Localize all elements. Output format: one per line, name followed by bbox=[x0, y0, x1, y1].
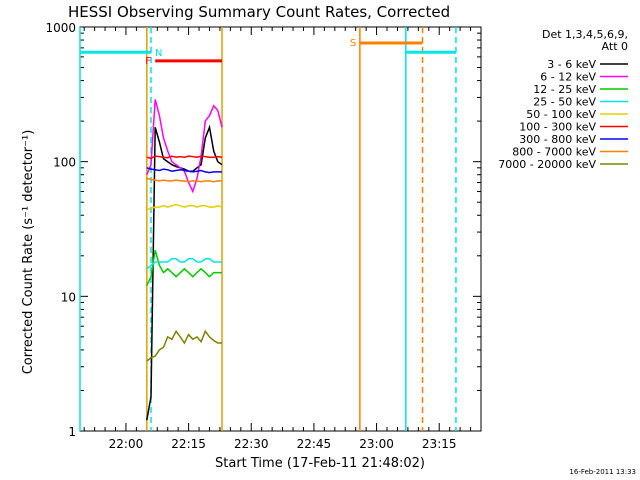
series-line bbox=[146, 177, 222, 183]
y-tick-label: 100 bbox=[53, 156, 76, 170]
y-tick-label: 1 bbox=[68, 425, 76, 439]
legend-title: Det 1,3,4,5,6,9, bbox=[542, 28, 628, 41]
flag-label: F bbox=[145, 56, 151, 67]
plot-frame bbox=[79, 26, 482, 432]
x-tick-label: 22:15 bbox=[171, 437, 206, 451]
chart-title: HESSI Observing Summary Count Rates, Cor… bbox=[68, 3, 450, 21]
series-line bbox=[146, 155, 223, 160]
legend-title: Att 0 bbox=[602, 40, 628, 53]
flag-label: N bbox=[155, 48, 162, 59]
legend-entry-label: 7000 - 20000 keV bbox=[498, 158, 596, 171]
legend-entry-label: 800 - 7000 keV bbox=[512, 146, 596, 159]
series-line bbox=[146, 203, 223, 211]
x-tick-label: 22:45 bbox=[297, 437, 332, 451]
legend-entry-label: 3 - 6 keV bbox=[547, 58, 596, 71]
series-line bbox=[146, 249, 222, 287]
series-line bbox=[146, 329, 222, 362]
series-line bbox=[146, 124, 223, 421]
series-line bbox=[146, 99, 223, 194]
x-tick-label: 22:00 bbox=[109, 437, 144, 451]
y-axis-label: Corrected Count Rate (s⁻¹ detector⁻¹) bbox=[21, 130, 36, 375]
footer-timestamp: 16-Feb-2011 13:33 bbox=[569, 468, 636, 476]
legend-entry-label: 6 - 12 keV bbox=[540, 71, 596, 84]
series-line bbox=[146, 258, 222, 270]
x-axis-label: Start Time (17-Feb-11 21:48:02) bbox=[215, 456, 425, 471]
series-line bbox=[146, 167, 222, 174]
legend-entry-label: 100 - 300 keV bbox=[519, 121, 596, 134]
legend-entry-label: 12 - 25 keV bbox=[533, 83, 596, 96]
y-tick-label: 1000 bbox=[45, 21, 76, 35]
x-tick-label: 22:30 bbox=[234, 437, 269, 451]
legend-entry-label: 25 - 50 keV bbox=[533, 96, 596, 109]
y-tick-label: 10 bbox=[61, 290, 76, 304]
x-tick-label: 23:15 bbox=[422, 437, 457, 451]
legend-entry-label: 300 - 800 keV bbox=[519, 133, 596, 146]
flag-label: S bbox=[350, 38, 356, 49]
x-tick-label: 23:00 bbox=[359, 437, 394, 451]
legend-entry-label: 50 - 100 keV bbox=[526, 108, 596, 121]
